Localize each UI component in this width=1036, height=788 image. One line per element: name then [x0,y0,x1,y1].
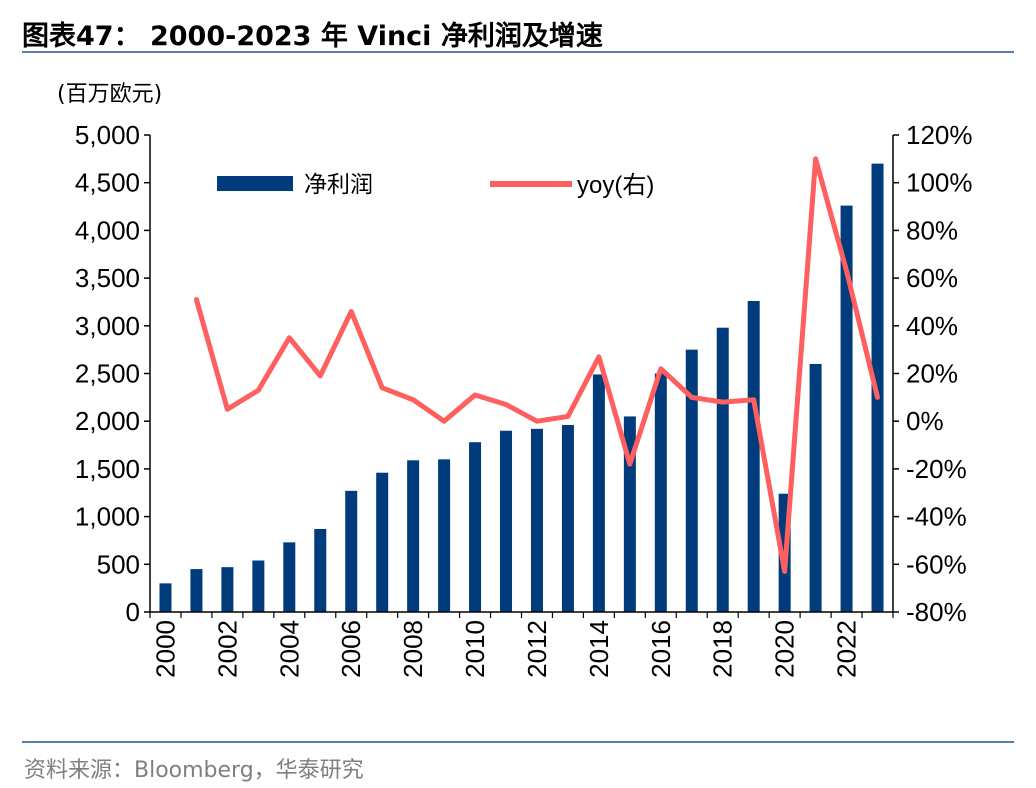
x-tick-label: 2018 [708,620,738,678]
bar-series [159,163,884,612]
legend: 净利润 yoy(右) [217,171,654,199]
bar-2010 [469,442,482,612]
bar-2019 [747,300,760,612]
right-tick-label: -60% [906,549,967,579]
x-tick-label: 2008 [398,620,428,678]
left-tick-label: 5,000 [75,120,140,150]
left-tick-label: 1,500 [75,454,140,484]
bar-2017 [685,349,698,612]
bar-2013 [561,425,574,612]
right-tick-label: 40% [906,311,958,341]
figure-title: 图表47： 2000-2023 年 Vinci 净利润及增速 [22,21,603,52]
unit-label: (百万欧元) [57,82,163,107]
bar-2016 [654,373,667,612]
left-tick-label: 2,500 [75,359,140,389]
bar-2006 [345,490,358,612]
source-note: 资料来源：Bloomberg，华泰研究 [24,758,364,783]
bar-2007 [376,472,389,612]
x-tick-label: 2014 [584,620,614,678]
left-tick-label: 0 [126,597,140,627]
legend-line-label: yoy(右) [577,172,654,199]
title-divider [22,51,1014,53]
source-divider [22,741,1014,743]
x-tick-label: 2012 [522,620,552,678]
bar-2005 [314,529,327,612]
right-tick-label: -20% [906,454,967,484]
bar-2004 [283,542,296,612]
bar-2018 [716,327,729,612]
left-axis: 0 500 1,000 1,500 2,000 2,500 3,000 3,500 4,000 4… [75,120,151,627]
x-tick-label: 2022 [832,620,862,678]
bar-2000 [159,583,172,612]
bar-2003 [252,560,265,612]
bar-2014 [592,374,605,612]
x-tick-label: 2020 [770,620,800,678]
x-tick-label: 2004 [274,620,304,678]
bar-2002 [221,567,234,612]
x-tick-label: 2016 [646,620,676,678]
right-tick-label: -80% [906,597,967,627]
x-axis: 2000 2002 2004 2006 2008 2010 2012 2014 2016 2018… [149,611,894,678]
right-tick-label: -40% [906,502,967,532]
right-tick-label: 100% [906,168,973,198]
right-tick-label: 0% [906,406,944,436]
right-axis: -80% -60% -40% -20% 0% 20% 40% 60% 80% 100% 120% [892,120,973,627]
x-tick-label: 2010 [460,620,490,678]
bar-2012 [530,428,543,612]
bar-2008 [407,460,420,612]
right-tick-label: 120% [906,120,973,150]
x-tick-label: 2000 [150,620,180,678]
bar-2021 [809,363,822,612]
bar-2022 [840,205,853,612]
left-tick-label: 1,000 [75,502,140,532]
x-tick-label: 2006 [336,620,366,678]
legend-bar-label: 净利润 [304,171,373,197]
right-tick-label: 80% [906,215,958,245]
left-tick-label: 500 [97,549,140,579]
yoy-line-series [193,156,881,574]
x-tick-label: 2002 [212,620,242,678]
left-tick-label: 4,000 [75,215,140,245]
bar-2011 [500,430,513,612]
left-tick-label: 2,000 [75,406,140,436]
bar-2009 [438,459,451,612]
legend-bar-swatch [217,176,293,191]
left-tick-label: 4,500 [75,168,140,198]
left-tick-label: 3,000 [75,311,140,341]
bar-2015 [623,416,636,612]
bar-2001 [190,569,203,612]
left-tick-label: 3,500 [75,263,140,293]
right-tick-label: 20% [906,359,958,389]
right-tick-label: 60% [906,263,958,293]
